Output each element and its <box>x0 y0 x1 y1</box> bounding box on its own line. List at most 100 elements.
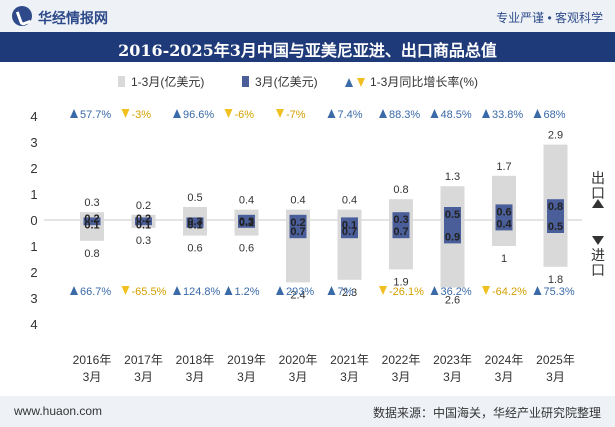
export-yoy-up-icon <box>482 109 490 118</box>
import-yoy-up-icon <box>327 286 336 295</box>
footer-bar <box>0 396 615 427</box>
side-label-export-char2: 口 <box>591 185 605 201</box>
x-category-label-month: 3月 <box>495 370 514 384</box>
y-tick-label: 1 <box>30 239 37 254</box>
export-yoy-label: -6% <box>235 109 255 121</box>
import-yoy-down-icon <box>379 286 387 295</box>
y-tick-label: 0 <box>30 213 37 228</box>
legend-swatch-month <box>242 76 249 87</box>
x-category-label-month: 3月 <box>186 370 205 384</box>
legend-swatch-ytd <box>118 76 125 87</box>
import-yoy-down-icon <box>121 286 130 295</box>
export-yoy-up-icon <box>173 109 181 118</box>
export-ytd-label: 0.2 <box>136 200 151 212</box>
import-ytd-label: 0.6 <box>239 243 254 255</box>
import-month-label: 0.7 <box>290 226 305 238</box>
tagline: 专业严谨 • 客观科学 <box>496 11 603 25</box>
x-category-label-year: 2021年 <box>330 353 369 367</box>
export-yoy-label: 33.8% <box>492 109 523 121</box>
export-month-label: 0.1 <box>136 219 151 231</box>
export-yoy-label: -3% <box>132 109 152 121</box>
x-category-label-year: 2022年 <box>382 353 421 367</box>
month-bar <box>186 217 204 228</box>
month-bar <box>392 212 410 239</box>
import-yoy-up-icon <box>430 286 439 295</box>
month-bar <box>547 199 564 233</box>
month-bar <box>83 217 101 226</box>
x-category-label-month: 3月 <box>392 370 411 384</box>
legend-label-yoy: 1-3月同比增长率(%) <box>370 74 478 89</box>
export-ytd-label: 0.4 <box>290 195 305 207</box>
export-yoy-up-icon <box>327 109 336 118</box>
import-yoy-label: 75.3% <box>544 286 575 298</box>
import-yoy-down-icon <box>482 286 490 295</box>
import-month-label: 0.4 <box>496 218 512 230</box>
import-ytd-label: 1.8 <box>548 274 563 286</box>
y-tick-label: 4 <box>30 109 37 124</box>
import-ytd-label: 1.9 <box>393 276 408 288</box>
export-yoy-down-icon <box>276 109 284 118</box>
y-tick-label: 3 <box>30 135 37 150</box>
month-bar <box>135 217 152 226</box>
import-yoy-label: 293% <box>286 286 314 298</box>
export-month-label: 0.8 <box>548 201 563 213</box>
import-yoy-label: 7% <box>338 286 354 298</box>
export-arrow-up-icon <box>592 199 604 208</box>
y-tick-label: 2 <box>30 265 37 280</box>
import-yoy-up-icon <box>276 286 284 295</box>
import-month-label: 0.3 <box>239 216 254 228</box>
x-category-label-year: 2018年 <box>176 353 215 367</box>
month-bar <box>444 207 461 244</box>
import-yoy-up-icon <box>173 286 181 295</box>
import-yoy-up-icon <box>70 286 78 295</box>
import-month-label: 0.2 <box>84 213 99 225</box>
export-yoy-up-icon <box>379 109 387 118</box>
x-category-label-month: 3月 <box>237 370 256 384</box>
title-bar <box>0 32 615 62</box>
y-tick-label: 1 <box>30 187 37 202</box>
import-month-label: 0.5 <box>548 221 563 233</box>
y-tick-label: 3 <box>30 291 37 306</box>
import-ytd-label: 1 <box>501 253 507 265</box>
side-label-export-char1: 出 <box>591 170 605 186</box>
export-month-label: 0.1 <box>342 219 357 231</box>
side-label-import-char2: 口 <box>591 262 605 278</box>
x-category-label-year: 2024年 <box>485 353 524 367</box>
export-ytd-label: 1.3 <box>445 171 460 183</box>
export-yoy-label: -7% <box>286 109 306 121</box>
import-arrow-down-icon <box>592 236 604 245</box>
x-category-label-month: 3月 <box>134 370 153 384</box>
month-bar <box>495 204 513 231</box>
export-yoy-label: 68% <box>544 109 566 121</box>
website-link[interactable]: www.huaon.com <box>14 404 103 418</box>
export-yoy-down-icon <box>224 109 233 118</box>
export-month-label: 0.6 <box>496 206 511 218</box>
import-ytd-label: 0.8 <box>84 248 99 260</box>
export-ytd-label: 0.8 <box>393 184 408 196</box>
month-bar <box>238 214 255 228</box>
export-yoy-label: 96.6% <box>183 109 214 121</box>
y-tick-label: 2 <box>30 161 37 176</box>
import-month-label: 0.9 <box>445 231 460 243</box>
export-ytd-label: 0.5 <box>187 192 202 204</box>
import-yoy-up-icon <box>224 286 233 295</box>
x-category-label-year: 2017年 <box>124 353 163 367</box>
y-tick-label: 4 <box>30 317 37 332</box>
import-month-label: 0.2 <box>136 213 151 225</box>
export-yoy-label: 7.4% <box>338 109 363 121</box>
export-yoy-up-icon <box>533 109 542 118</box>
legend-up-triangle <box>345 78 353 87</box>
import-ytd-label: 2.4 <box>290 289 305 301</box>
legend-label-month: 3月(亿美元) <box>255 74 318 89</box>
export-ytd-label: 0.4 <box>239 195 254 207</box>
export-yoy-down-icon <box>121 109 130 118</box>
export-month-label: 0.5 <box>445 209 460 221</box>
export-month-label: 0.2 <box>290 217 305 229</box>
export-ytd-label: 0.3 <box>84 197 99 209</box>
export-yoy-up-icon <box>70 109 78 118</box>
import-yoy-label: 1.2% <box>235 286 260 298</box>
x-category-label-year: 2020年 <box>279 353 318 367</box>
x-category-label-month: 3月 <box>443 370 462 384</box>
x-category-label-month: 3月 <box>83 370 102 384</box>
import-ytd-label: 2.3 <box>342 287 357 299</box>
